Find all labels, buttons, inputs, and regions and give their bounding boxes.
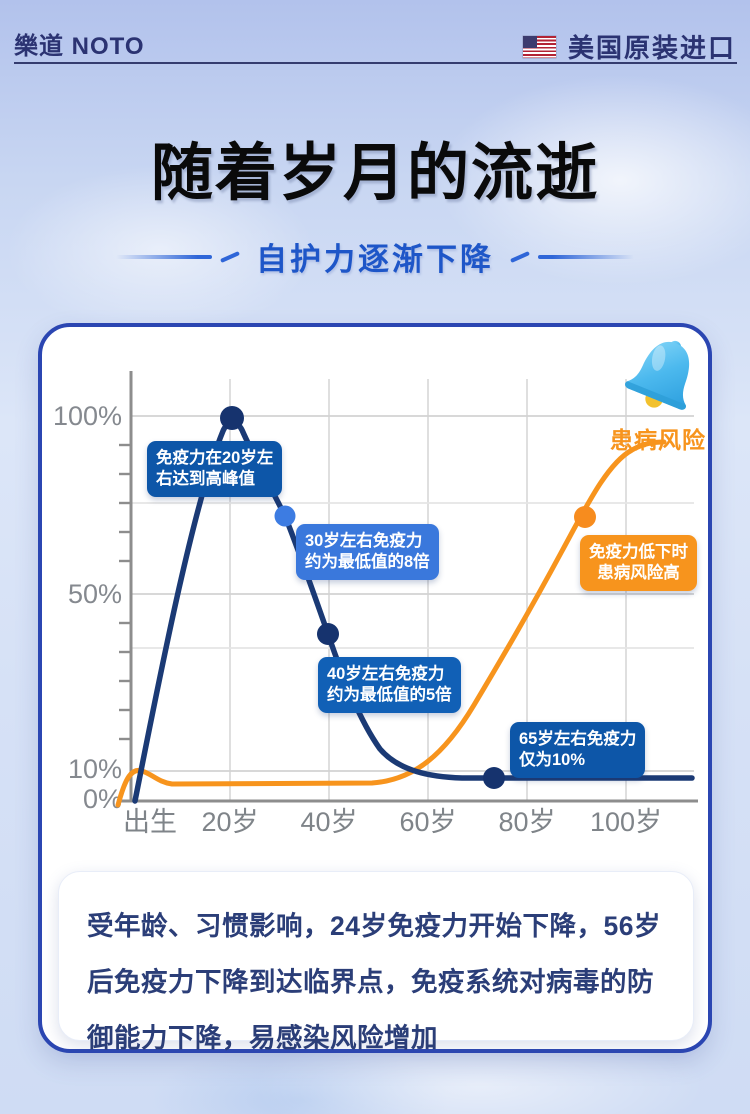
- x-tick-40: 40岁: [300, 807, 357, 837]
- risk-curve: [115, 439, 667, 808]
- annotation-line: 30岁左右免疫力: [305, 532, 423, 550]
- annotation-line: 免疫力在20岁左: [156, 449, 274, 467]
- y-axis-ticks: [119, 443, 131, 741]
- chart-card: 100% 50% 10% 0% 出生 20岁 40岁 60岁 80岁 100岁: [38, 323, 712, 1053]
- immunity-age-chart: 100% 50% 10% 0% 出生 20岁 40岁 60岁 80岁 100岁: [53, 371, 698, 837]
- y-tick-50: 50%: [68, 579, 122, 609]
- page-subtitle-row: 自护力逐渐下降: [0, 234, 750, 279]
- page-subtitle: 自护力逐渐下降: [256, 242, 494, 277]
- x-tick-80: 80岁: [498, 807, 555, 837]
- risk-series-label: 患病风险: [610, 427, 706, 453]
- bell-icon: [625, 340, 690, 410]
- header: 樂道 NOTO 美国原装进口: [0, 0, 750, 64]
- annotation-40: 40岁左右免疫力 约为最低值的5倍: [318, 657, 461, 713]
- marker-65: [483, 767, 505, 789]
- annotation-line: 约为最低值的8倍: [305, 553, 430, 571]
- annotation-line: 40岁左右免疫力: [327, 665, 445, 683]
- header-divider: [14, 62, 737, 64]
- subtitle-tick-left: [220, 250, 240, 263]
- brand-logo: 樂道 NOTO: [14, 33, 145, 60]
- y-axis-labels: 100% 50% 10% 0%: [53, 401, 122, 814]
- origin-label: 美国原装进口: [567, 34, 736, 63]
- annotation-risk: 免疫力低下时 患病风险高: [580, 535, 697, 591]
- y-tick-0: 0%: [83, 784, 122, 814]
- marker-risk: [574, 506, 596, 528]
- marker-30: [274, 505, 296, 527]
- us-flag-icon: [522, 35, 556, 58]
- annotation-30: 30岁左右免疫力 约为最低值的8倍: [296, 524, 439, 580]
- annotation-65: 65岁左右免疫力 仅为10%: [510, 722, 646, 778]
- subtitle-tick-right: [510, 250, 530, 263]
- annotation-line: 免疫力低下时: [589, 543, 688, 561]
- marker-40: [317, 623, 339, 645]
- annotation-peak-20: 免疫力在20岁左 右达到高峰值: [147, 441, 283, 497]
- subtitle-line-left: [116, 254, 212, 259]
- x-tick-birth: 出生: [123, 807, 177, 837]
- annotation-line: 约为最低值的5倍: [327, 686, 452, 704]
- annotation-line: 右达到高峰值: [156, 470, 255, 488]
- annotation-line: 仅为10%: [519, 751, 586, 769]
- x-axis-labels: 出生 20岁 40岁 60岁 80岁 100岁: [123, 807, 662, 837]
- annotation-line: 患病风险高: [597, 564, 680, 582]
- subtitle-line-right: [538, 254, 634, 259]
- page-title: 随着岁月的流逝: [150, 139, 599, 208]
- axes: [118, 371, 698, 803]
- summary-box: 受年龄、习惯影响，24岁免疫力开始下降，56岁后免疫力下降到达临界点，免疫系统对…: [58, 871, 694, 1053]
- summary-text: 受年龄、习惯影响，24岁免疫力开始下降，56岁后免疫力下降到达临界点，免疫系统对…: [87, 911, 661, 1053]
- data-point-markers: [220, 406, 596, 789]
- x-tick-100: 100岁: [590, 807, 662, 837]
- annotation-line: 65岁左右免疫力: [519, 730, 637, 748]
- x-tick-20: 20岁: [201, 807, 258, 837]
- y-tick-100: 100%: [53, 401, 122, 431]
- x-tick-60: 60岁: [399, 807, 456, 837]
- marker-peak-20: [220, 406, 244, 430]
- origin-badge: 美国原装进口: [522, 28, 736, 65]
- y-tick-10: 10%: [68, 754, 122, 784]
